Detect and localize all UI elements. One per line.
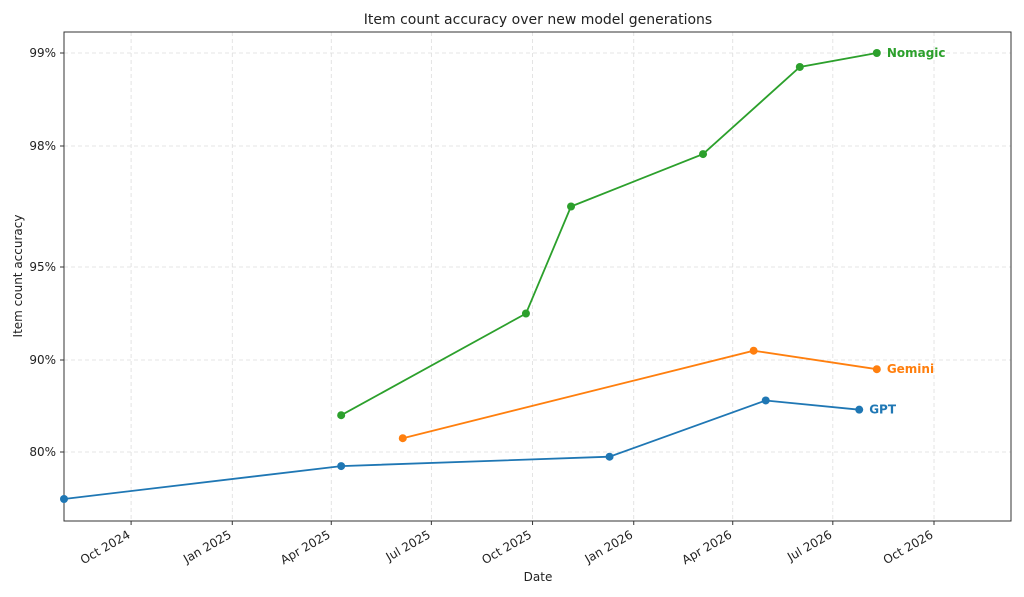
x-tick-label: Apr 2025 [278, 527, 333, 567]
data-point-gpt [337, 462, 346, 471]
data-point-gpt [605, 452, 614, 461]
series-lines: GPT Gemini Nomagic [60, 46, 946, 503]
x-tick-label: Jan 2026 [582, 527, 636, 566]
data-point-nomagic [567, 202, 576, 211]
data-point-gpt [855, 405, 864, 414]
y-axis-label: Item count accuracy [11, 215, 25, 338]
data-point-nomagic [337, 411, 346, 420]
axis-ticks: Oct 2024 Jan 2025 Apr 2025 Jul 2025 Oct 2025… [29, 46, 935, 567]
y-tick-label: 95% [29, 260, 56, 274]
data-point-nomagic [872, 49, 881, 57]
data-point-gemini [872, 365, 881, 374]
chart-title: Item count accuracy over new model gener… [364, 12, 712, 28]
x-tick-label: Oct 2026 [881, 527, 936, 567]
y-tick-label: 90% [29, 353, 56, 367]
x-tick-label: Oct 2024 [78, 527, 133, 567]
x-tick-label: Jul 2025 [383, 527, 433, 564]
series-label-nomagic: Nomagic [887, 46, 946, 60]
series-line-nomagic [340, 52, 877, 416]
y-tick-label: 98% [29, 139, 56, 153]
data-point-gemini [749, 346, 758, 355]
x-axis-label: Date [524, 570, 553, 584]
y-tick-label: 99% [29, 46, 56, 60]
data-point-nomagic [699, 150, 708, 159]
grid [64, 32, 1011, 521]
x-tick-label: Oct 2025 [479, 527, 534, 567]
series-label-gpt: GPT [869, 403, 897, 417]
data-point-nomagic [795, 62, 804, 71]
plot-area-frame [63, 31, 1012, 522]
series-line-gpt [63, 399, 860, 500]
x-tick-label: Apr 2026 [679, 527, 734, 567]
data-point-nomagic [521, 309, 530, 318]
y-tick-label: 80% [29, 445, 56, 459]
x-tick-label: Jan 2025 [180, 527, 234, 566]
data-point-gpt [761, 396, 770, 405]
x-tick-label: Jul 2026 [784, 527, 834, 564]
series-label-gemini: Gemini [887, 362, 934, 376]
data-point-gpt [60, 495, 68, 503]
series-line-gemini [402, 349, 877, 440]
data-point-gemini [398, 434, 407, 443]
